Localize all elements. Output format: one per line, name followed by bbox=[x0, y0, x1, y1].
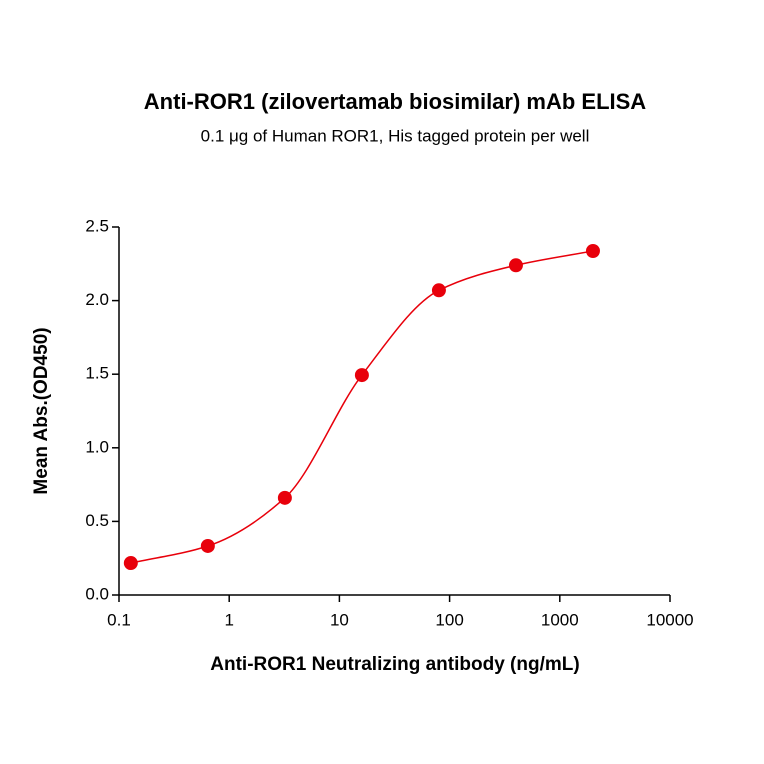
y-tick-label: 2.5 bbox=[85, 216, 109, 235]
y-tick-label: 0.0 bbox=[85, 584, 109, 603]
data-point bbox=[585, 243, 600, 258]
y-tick-label: 1.5 bbox=[85, 364, 109, 383]
y-tick-label: 1.0 bbox=[85, 437, 109, 456]
data-point bbox=[123, 556, 138, 571]
data-point bbox=[431, 283, 446, 298]
x-axis-label: Anti-ROR1 Neutralizing antibody (ng/mL) bbox=[210, 654, 579, 675]
x-tick-label: 10 bbox=[330, 610, 349, 629]
y-tick-label: 2.0 bbox=[85, 290, 109, 309]
data-point bbox=[200, 538, 215, 553]
x-tick-label: 10000 bbox=[646, 610, 693, 629]
data-point bbox=[277, 490, 292, 505]
x-tick-label: 0.1 bbox=[107, 610, 131, 629]
chart-title: Anti-ROR1 (zilovertamab biosimilar) mAb … bbox=[144, 89, 647, 114]
chart-subtitle: 0.1 μg of Human ROR1, His tagged protein… bbox=[201, 126, 590, 145]
fit-curve bbox=[130, 250, 594, 564]
data-point bbox=[354, 368, 369, 383]
x-tick-label: 1000 bbox=[541, 610, 579, 629]
data-point bbox=[508, 258, 523, 273]
x-tick-label: 100 bbox=[435, 610, 463, 629]
x-tick-label: 1 bbox=[224, 610, 233, 629]
y-axis-label: Mean Abs.(OD450) bbox=[31, 327, 52, 494]
y-tick-label: 0.5 bbox=[85, 511, 109, 530]
